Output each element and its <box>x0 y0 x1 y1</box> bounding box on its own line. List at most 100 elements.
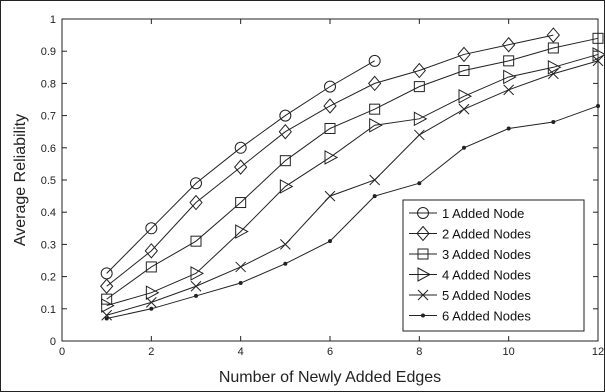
data-point <box>324 80 336 93</box>
series-layer <box>100 27 605 321</box>
x-tick-label: 4 <box>238 346 244 358</box>
data-point <box>145 261 157 273</box>
legend-marker <box>417 267 432 282</box>
data-point <box>551 120 556 125</box>
data-point <box>369 117 383 133</box>
data-point <box>235 261 247 273</box>
data-point <box>372 194 377 199</box>
x-tick-label: 10 <box>503 346 515 358</box>
data-point <box>279 109 292 122</box>
data-point <box>234 141 247 154</box>
y-tick-label: 0 <box>50 336 56 348</box>
data-point <box>417 181 422 186</box>
legend-label: 2 Added Nodes <box>442 227 531 242</box>
data-point <box>412 62 426 79</box>
legend: 1 Added Node 2 Added Nodes 3 Added Nodes 4 … <box>402 199 585 332</box>
data-point <box>368 54 381 67</box>
x-tick-label: 12 <box>592 346 604 358</box>
data-point <box>101 309 113 321</box>
legend-marker <box>417 289 429 301</box>
data-point <box>189 194 203 211</box>
data-point <box>413 111 428 127</box>
data-point <box>503 69 517 85</box>
data-point <box>413 129 425 141</box>
legend-marker <box>421 313 425 318</box>
legend-item: 4 Added Nodes <box>409 267 531 283</box>
legend-item: 2 Added Nodes <box>409 225 531 242</box>
x-tick-label: 2 <box>148 346 154 358</box>
data-point <box>190 266 205 281</box>
data-point <box>144 243 158 259</box>
data-point <box>592 32 604 44</box>
series-line <box>106 60 599 316</box>
data-point <box>547 68 559 80</box>
y-tick-label: 0.5 <box>41 175 56 187</box>
data-point <box>324 122 336 134</box>
data-point <box>278 123 292 140</box>
x-tick-label: 8 <box>416 346 422 358</box>
legend-box <box>402 199 585 332</box>
data-point <box>279 239 291 250</box>
x-tick-label: 6 <box>327 346 333 358</box>
data-point <box>238 281 243 286</box>
x-axis-title: Number of Newly Added Edges <box>219 369 441 386</box>
data-point <box>323 98 337 114</box>
y-tick-label: 0.7 <box>41 111 56 123</box>
data-point <box>149 306 154 311</box>
legend-item: 5 Added Nodes <box>409 288 531 303</box>
legend-marker <box>417 207 429 219</box>
data-point <box>279 155 291 167</box>
series-line <box>106 60 375 274</box>
series-6 <box>104 103 600 321</box>
y-tick-label: 1 <box>50 14 56 26</box>
series-4 <box>101 47 605 313</box>
data-point <box>462 145 466 150</box>
data-point <box>235 224 249 239</box>
series-5 <box>101 55 604 321</box>
data-point <box>190 235 202 247</box>
y-axis-title: Average Reliability <box>12 114 29 246</box>
data-point <box>503 55 515 67</box>
legend-label: 4 Added Nodes <box>442 268 531 283</box>
data-point <box>546 27 560 43</box>
y-tick-label: 0.8 <box>41 78 56 90</box>
data-point <box>458 88 473 104</box>
data-point <box>369 174 381 186</box>
legend-marker <box>417 248 429 260</box>
axis-ticks: 0 2 4 6 8 10 12 0 0.1 0.2 0.3 0.4 0.5 0.6 0.7 0.8 0.9 1 <box>41 14 604 358</box>
data-point <box>190 280 202 292</box>
data-point <box>145 285 160 301</box>
series-line <box>106 105 599 319</box>
data-point <box>235 197 247 209</box>
data-point <box>324 150 339 165</box>
legend-label: 6 Added Nodes <box>442 309 531 324</box>
y-tick-label: 0.1 <box>41 304 56 316</box>
data-point <box>458 65 470 77</box>
data-point <box>413 81 425 93</box>
y-tick-label: 0.6 <box>41 143 56 155</box>
data-point <box>457 46 471 63</box>
data-point <box>592 55 604 67</box>
data-point <box>283 261 288 266</box>
data-point <box>190 177 202 190</box>
data-point <box>101 298 115 313</box>
legend-item: 1 Added Node <box>409 206 524 221</box>
data-point <box>234 159 248 175</box>
x-tick-label: 0 <box>59 346 65 358</box>
data-point <box>324 190 336 202</box>
data-point <box>547 59 562 75</box>
legend-item: 6 Added Nodes <box>409 309 531 324</box>
data-point <box>145 297 157 308</box>
data-point <box>596 103 600 108</box>
data-point <box>547 42 559 54</box>
y-tick-label: 0.2 <box>41 272 56 284</box>
data-point <box>104 316 109 321</box>
legend-item: 3 Added Nodes <box>409 247 531 262</box>
legend-label: 3 Added Nodes <box>442 247 531 262</box>
data-point <box>506 126 511 131</box>
data-point <box>194 293 198 298</box>
data-point <box>368 75 382 92</box>
y-tick-label: 0.3 <box>41 239 56 251</box>
series-line <box>106 37 599 300</box>
